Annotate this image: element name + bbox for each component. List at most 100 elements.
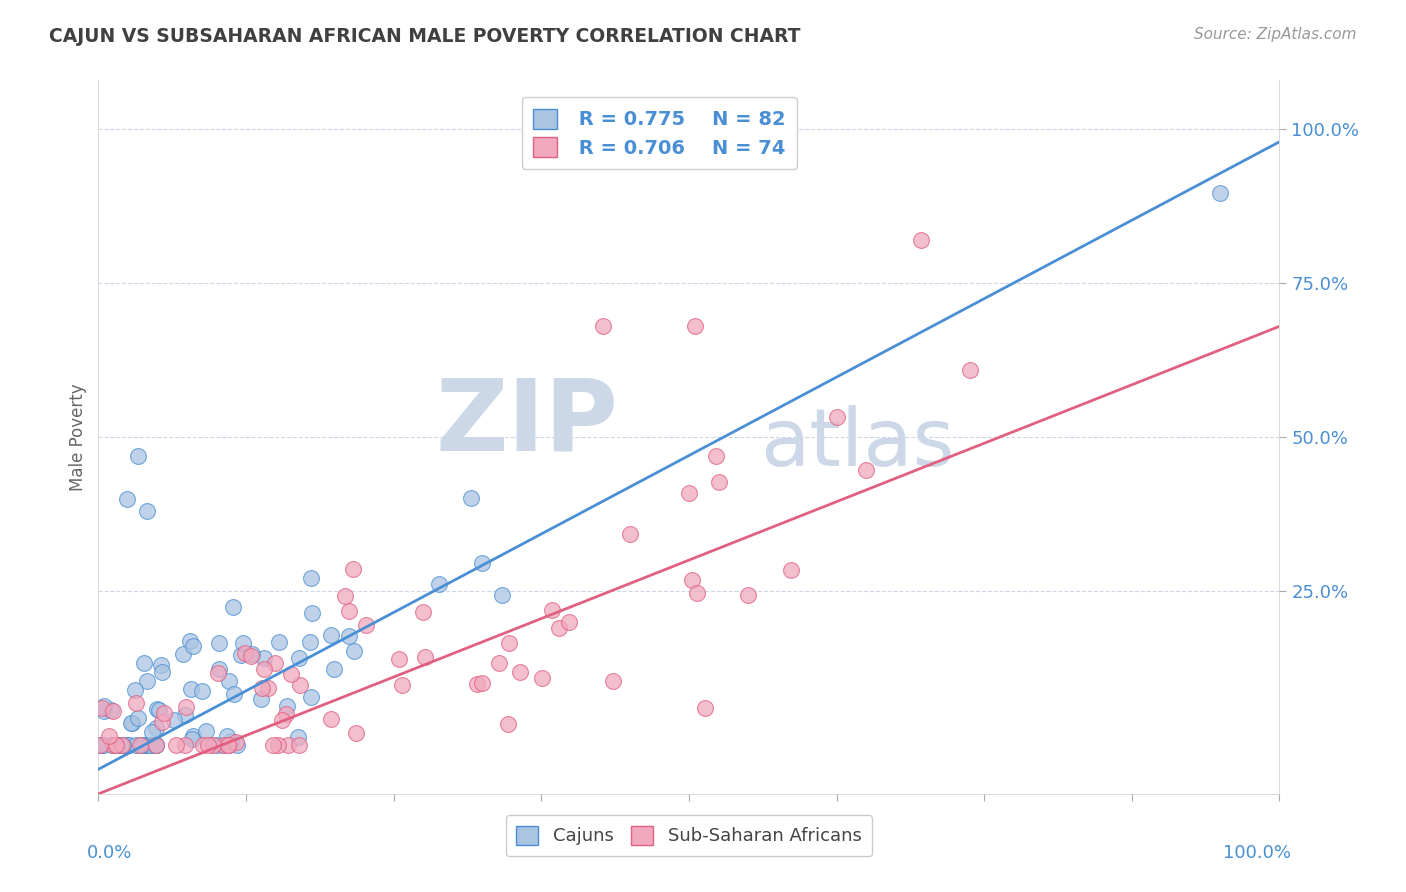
Point [191, 684, 214, 698]
Point [135, 738, 157, 752]
Point [277, 738, 299, 752]
Point [301, 607, 323, 621]
Point [115, 491, 138, 506]
Point [214, 738, 236, 752]
Point [101, 704, 124, 718]
Point [165, 738, 187, 752]
Point [250, 681, 273, 695]
Point [145, 738, 167, 752]
Point [211, 738, 233, 752]
Point [678, 485, 700, 500]
Point [150, 665, 173, 679]
Point [253, 651, 276, 665]
Point [202, 738, 225, 752]
Point [180, 681, 202, 696]
Point [274, 707, 297, 722]
Point [779, 563, 801, 577]
Point [531, 671, 554, 685]
Point [683, 319, 706, 334]
Point [225, 735, 247, 749]
Point [276, 698, 298, 713]
Point [181, 729, 204, 743]
Point [737, 588, 759, 602]
Point [249, 692, 271, 706]
Point [686, 585, 709, 599]
Point [191, 738, 214, 752]
Point [825, 410, 848, 425]
Point [90, 738, 112, 752]
Point [93, 738, 115, 752]
Point [288, 651, 311, 665]
Point [222, 687, 245, 701]
Point [111, 738, 134, 752]
Point [174, 699, 197, 714]
Point [146, 702, 169, 716]
Point [117, 738, 139, 752]
Point [207, 666, 229, 681]
Point [181, 731, 204, 746]
Point [257, 681, 280, 695]
Point [120, 716, 142, 731]
Point [225, 738, 247, 752]
Point [269, 635, 291, 649]
Point [471, 676, 494, 690]
Point [105, 738, 128, 752]
Point [288, 678, 311, 692]
Point [344, 726, 367, 740]
Point [93, 699, 115, 714]
Point [339, 604, 361, 618]
Point [111, 738, 134, 752]
Point [145, 738, 167, 752]
Point [163, 713, 186, 727]
Point [145, 738, 167, 752]
Point [592, 319, 614, 334]
Point [342, 562, 364, 576]
Point [354, 617, 377, 632]
Point [105, 738, 128, 752]
Point [136, 504, 159, 518]
Point [142, 738, 165, 752]
Point [298, 635, 321, 649]
Point [179, 634, 201, 648]
Point [132, 656, 155, 670]
Point [287, 731, 309, 745]
Point [174, 738, 197, 752]
Point [218, 673, 240, 688]
Point [413, 649, 436, 664]
Point [388, 652, 411, 666]
Point [959, 362, 981, 376]
Point [541, 603, 564, 617]
Point [124, 682, 146, 697]
Text: Source: ZipAtlas.com: Source: ZipAtlas.com [1194, 27, 1357, 42]
Point [87, 738, 110, 752]
Point [145, 721, 167, 735]
Point [498, 717, 520, 731]
Point [135, 673, 157, 688]
Point [412, 606, 434, 620]
Point [288, 738, 311, 752]
Point [333, 589, 356, 603]
Point [491, 588, 513, 602]
Point [339, 629, 361, 643]
Point [319, 712, 342, 726]
Point [135, 738, 157, 752]
Point [121, 716, 143, 731]
Text: CAJUN VS SUBSAHARAN AFRICAN MALE POVERTY CORRELATION CHART: CAJUN VS SUBSAHARAN AFRICAN MALE POVERTY… [49, 27, 800, 45]
Point [460, 491, 482, 505]
Point [707, 475, 730, 489]
Point [253, 662, 276, 676]
Point [181, 639, 204, 653]
Point [219, 733, 242, 747]
Point [118, 738, 141, 752]
Point [215, 730, 238, 744]
Point [110, 738, 132, 752]
Text: 100.0%: 100.0% [1223, 844, 1291, 862]
Point [125, 738, 148, 752]
Point [233, 646, 256, 660]
Text: atlas: atlas [759, 405, 955, 483]
Point [138, 738, 160, 752]
Point [173, 708, 195, 723]
Point [548, 621, 571, 635]
Point [240, 648, 263, 662]
Point [172, 647, 194, 661]
